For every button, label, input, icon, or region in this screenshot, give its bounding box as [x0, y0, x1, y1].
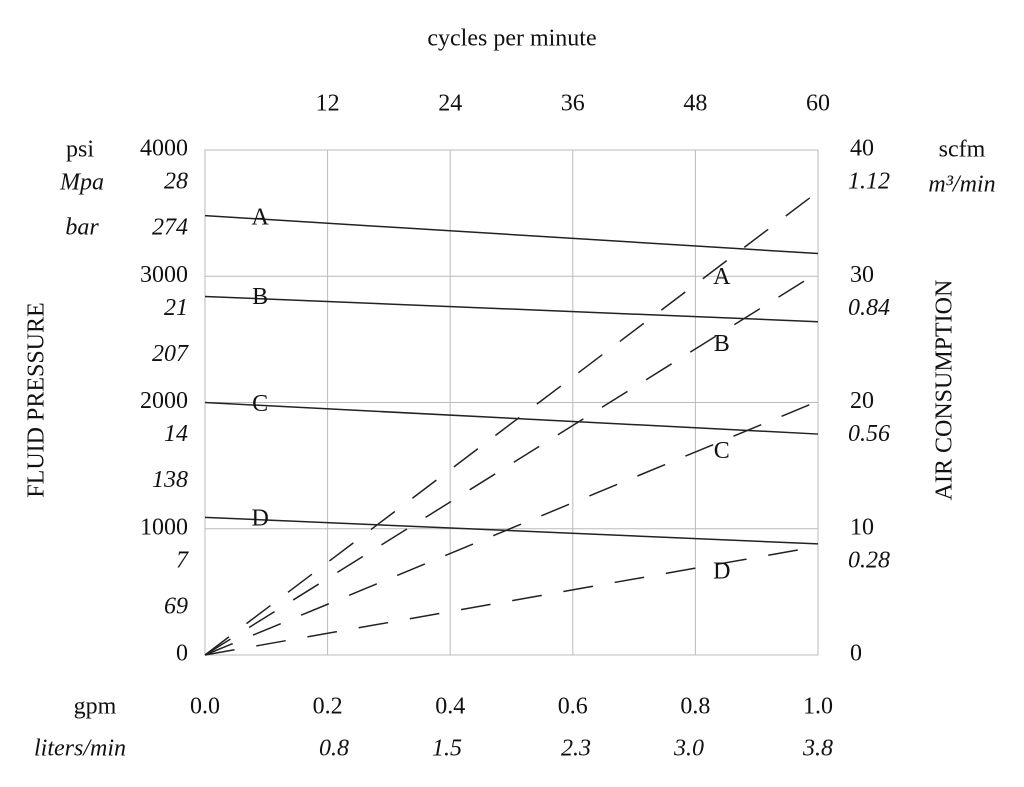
y2-tick-label: 30 [850, 262, 874, 288]
line-label: B [714, 331, 730, 357]
x-tick-label: 0.8 [680, 694, 710, 720]
y-bar-label: 274 [152, 215, 188, 241]
y-tick-label: 4000 [140, 136, 188, 162]
y2-tick-label: 20 [850, 388, 874, 414]
y2-m3-label: 0.28 [848, 547, 890, 573]
y2-tick-label: 40 [850, 136, 874, 162]
y-bar-label: 207 [152, 341, 189, 367]
x2-tick-label: 3.0 [673, 736, 704, 762]
line-label: A [251, 205, 269, 231]
line [204, 516, 819, 545]
y2-tick-label: 0 [850, 641, 862, 667]
x2-tick-label: 3.8 [802, 736, 833, 762]
y-bar-label: 69 [164, 593, 188, 619]
top-tick-label: 36 [561, 91, 585, 117]
top-tick-label: 60 [806, 91, 830, 117]
y2-m3-label: 0.56 [848, 421, 890, 447]
y2-unit: scfm [939, 137, 986, 163]
x-axis-title: gpm [74, 694, 117, 720]
x2-tick-label: 1.5 [432, 736, 462, 762]
line-label: B [252, 284, 268, 310]
y2-axis-title: AIR CONSUMPTION [932, 280, 958, 501]
line [204, 400, 819, 656]
y-tick-label: 1000 [140, 514, 188, 540]
y-unit: Mpa [59, 170, 104, 196]
y-mpa-label: 28 [164, 169, 188, 195]
y2-tick-label: 10 [850, 514, 874, 540]
y-mpa-label: 14 [164, 421, 188, 447]
y-tick-label: 2000 [140, 388, 188, 414]
x-tick-label: 0.0 [190, 694, 220, 720]
line [204, 401, 819, 435]
x2-axis-title: liters/min [34, 736, 126, 762]
y2-unit: m³/min [928, 172, 995, 198]
x-tick-label: 0.4 [435, 694, 465, 720]
line [204, 295, 819, 323]
top-tick-label: 48 [683, 91, 707, 117]
y-bar-label: 138 [152, 467, 188, 493]
y-tick-label: 0 [176, 641, 188, 667]
y-unit: psi [66, 137, 94, 163]
x-tick-label: 0.2 [313, 694, 343, 720]
y-mpa-label: 7 [176, 547, 189, 573]
x-tick-label: 0.6 [558, 694, 588, 720]
line-label: A [713, 264, 731, 290]
line-label: D [713, 558, 730, 584]
line [204, 271, 819, 656]
y2-m3-label: 1.12 [848, 169, 890, 195]
x2-tick-label: 2.3 [561, 736, 591, 762]
line [204, 214, 819, 255]
x-tick-label: 1.0 [803, 694, 833, 720]
line-label: C [252, 391, 268, 417]
y-mpa-label: 21 [164, 295, 188, 321]
top-tick-label: 12 [316, 91, 340, 117]
top-tick-label: 24 [438, 91, 462, 117]
y-unit: bar [65, 215, 99, 241]
line-label: C [714, 438, 730, 464]
y-axis-title: FLUID PRESSURE [24, 302, 50, 497]
x2-tick-label: 0.8 [319, 736, 349, 762]
line [204, 191, 819, 656]
y2-m3-label: 0.84 [848, 295, 890, 321]
y-tick-label: 3000 [140, 262, 188, 288]
top-axis-title: cycles per minute [427, 26, 596, 52]
line-label: D [251, 505, 268, 531]
